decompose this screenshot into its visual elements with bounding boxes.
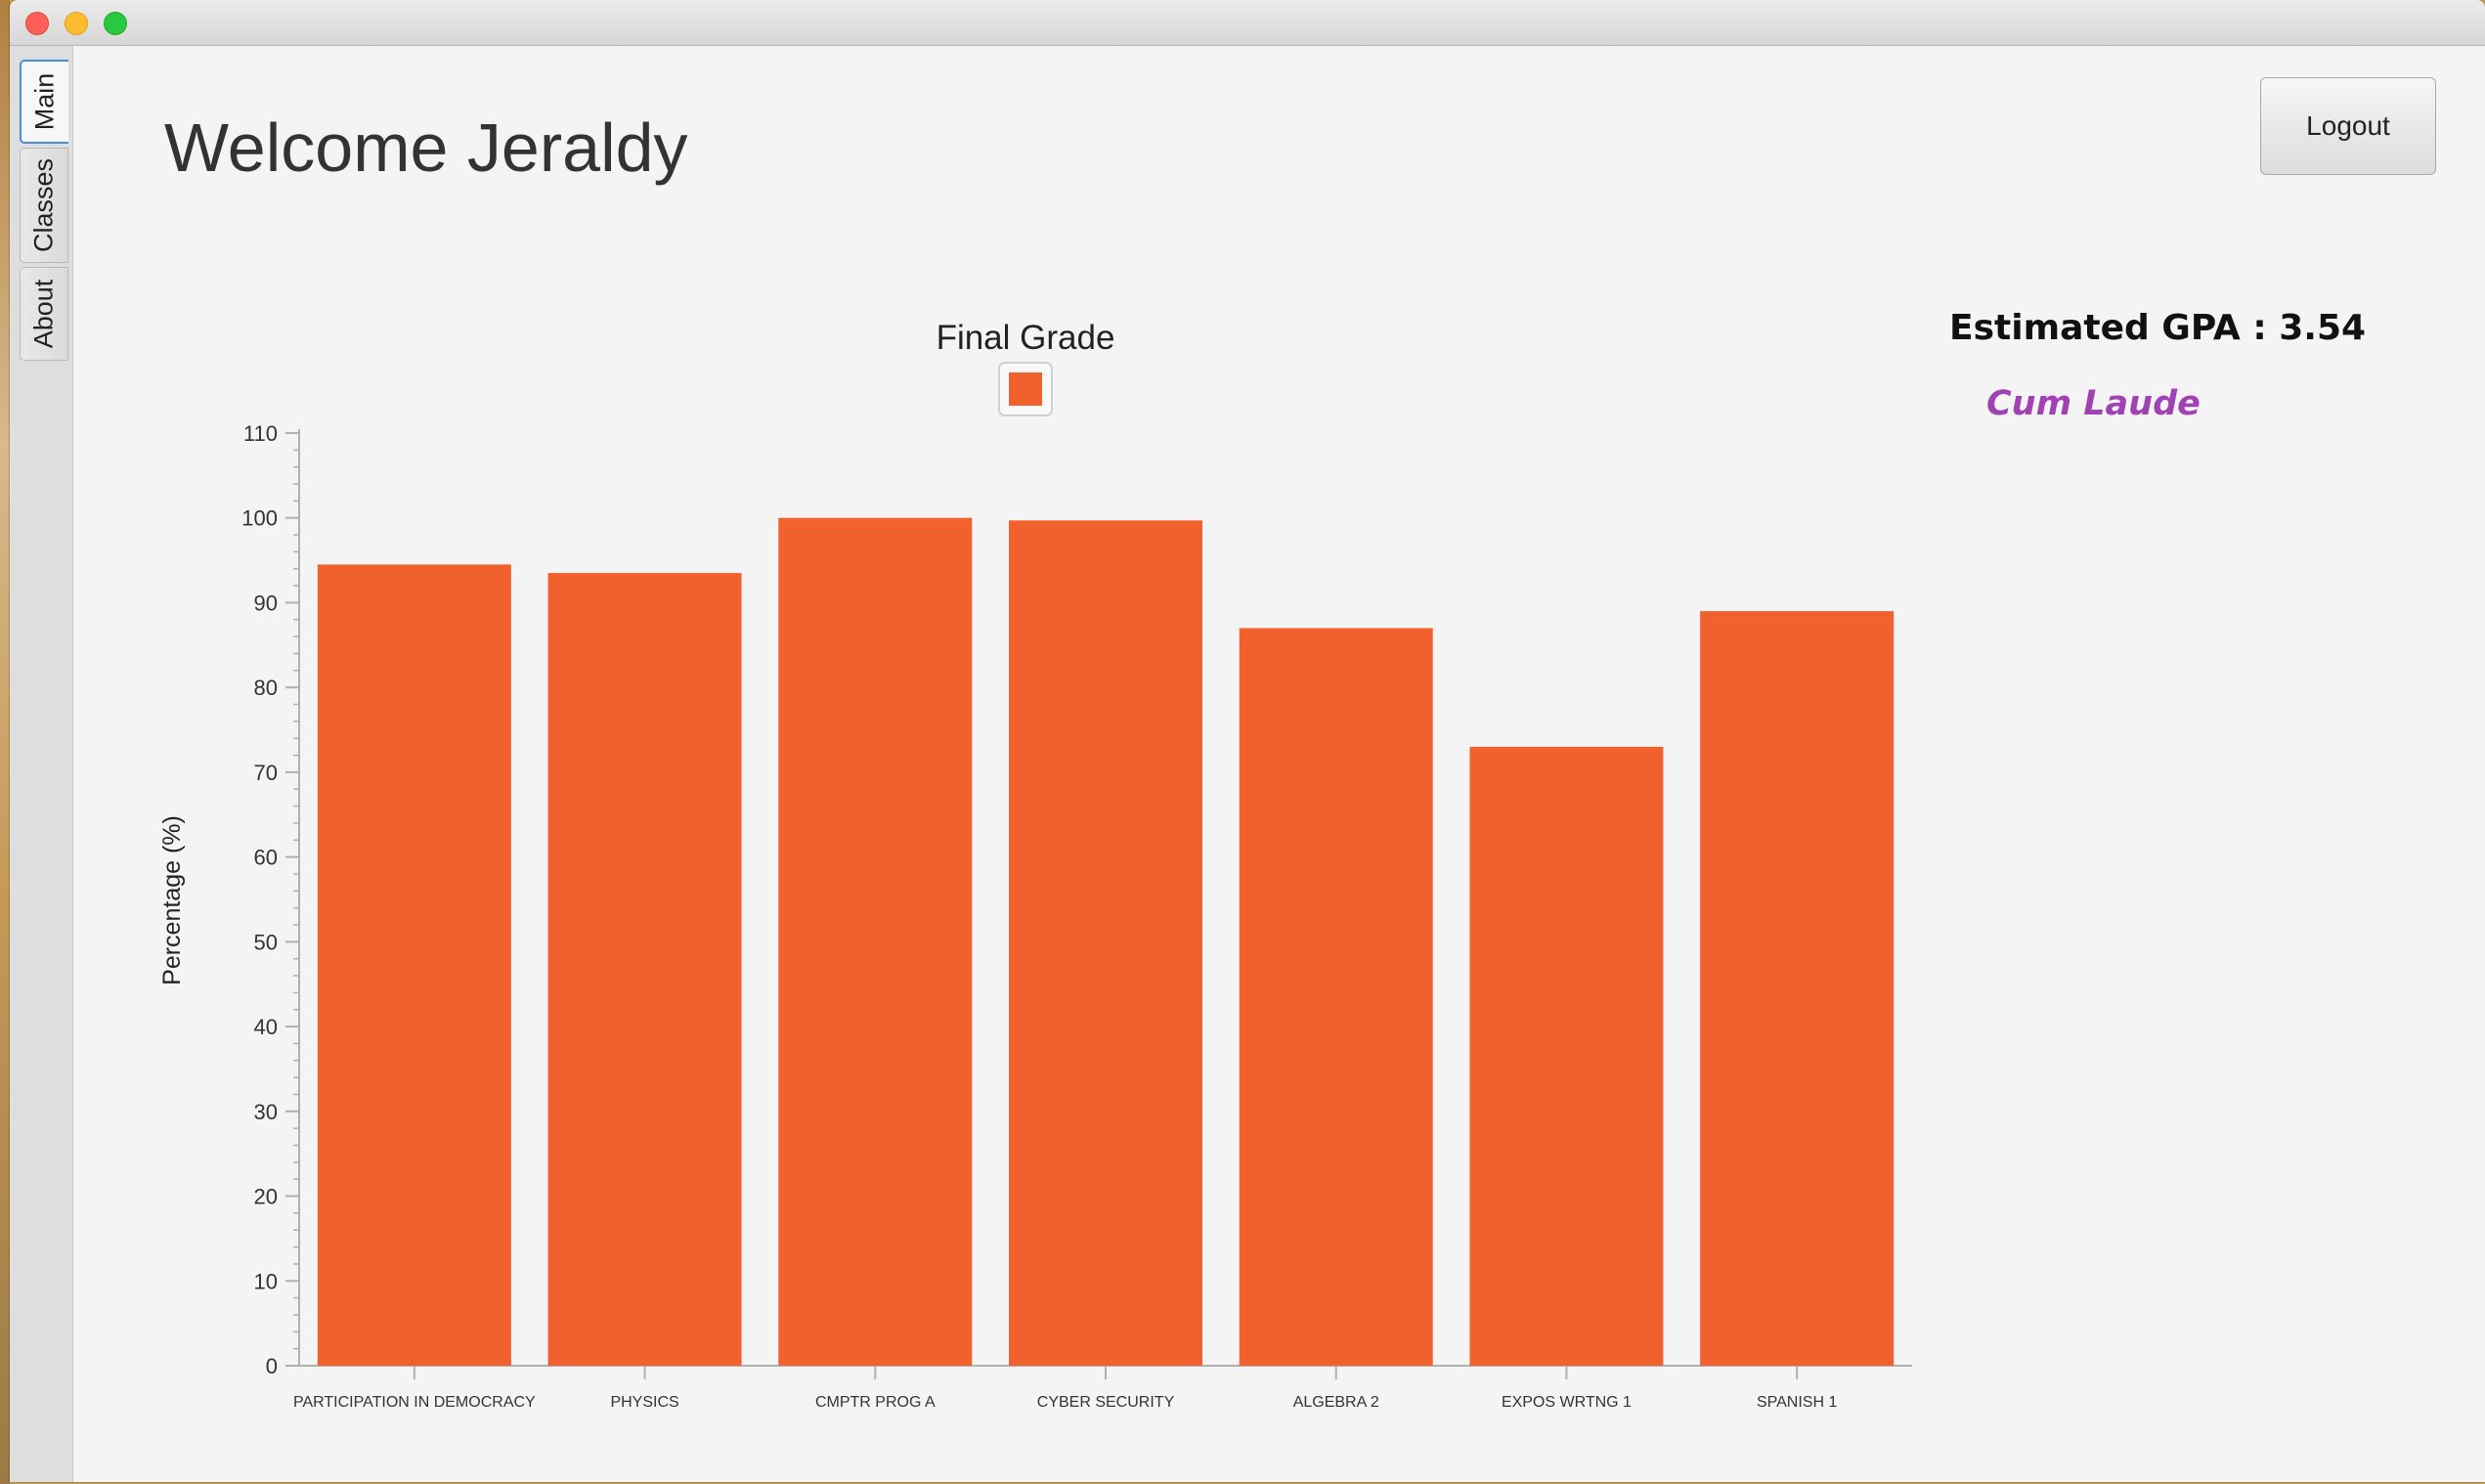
y-tick-label: 80	[254, 676, 278, 700]
y-axis: 0 10 20 30 40 50 60 70 80 90 100 110	[241, 421, 300, 1378]
y-tick-label: 20	[254, 1185, 278, 1209]
final-grade-chart: Final Grade Percentage (%) 0 10 20 30 40 50 60…	[158, 319, 1912, 1411]
main-content: Welcome Jeraldy Logout Estimated GPA : 3…	[74, 46, 2485, 1482]
y-tick-label: 110	[243, 421, 278, 446]
tab-classes-label: Classes	[28, 157, 59, 253]
x-tick-label: PHYSICS	[610, 1394, 678, 1411]
y-tick-label: 70	[254, 761, 278, 785]
y-tick-label: 50	[254, 930, 278, 954]
x-tick-label: CMPTR PROG A	[815, 1394, 936, 1411]
tab-classes[interactable]: Classes	[20, 148, 68, 263]
close-window-button[interactable]	[25, 12, 49, 35]
bar-algebra-2	[1239, 628, 1433, 1366]
bar-cyber-security	[1009, 520, 1202, 1366]
minimize-window-button[interactable]	[65, 12, 88, 35]
y-tick-label: 100	[241, 506, 278, 531]
y-tick-label: 30	[254, 1100, 278, 1124]
legend-swatch-final-grade	[1009, 372, 1042, 406]
tab-strip: Main Classes About	[10, 46, 73, 1482]
chart-title: Final Grade	[937, 319, 1115, 357]
bar-cmptr-prog-a	[778, 517, 973, 1366]
y-axis-label: Percentage (%)	[158, 815, 186, 985]
welcome-heading: Welcome Jeraldy	[164, 109, 688, 186]
bar-spanish-1	[1700, 611, 1895, 1366]
tab-main[interactable]: Main	[20, 60, 68, 144]
x-axis: PARTICIPATION IN DEMOCRACY PHYSICS CMPTR P…	[293, 1365, 1912, 1411]
logout-button[interactable]: Logout	[2260, 77, 2436, 175]
x-tick-label: CYBER SECURITY	[1037, 1394, 1175, 1411]
tab-about-label: About	[28, 279, 59, 349]
app-window: Main Classes About Welcome Jeraldy Logou…	[10, 0, 2485, 1482]
bar-physics	[547, 573, 742, 1366]
tab-about[interactable]: About	[20, 267, 68, 361]
y-tick-label: 90	[254, 590, 278, 615]
honor-status: Cum Laude	[1986, 384, 2201, 423]
maximize-window-button[interactable]	[104, 12, 127, 35]
tab-main-label: Main	[29, 72, 60, 131]
desktop-background	[0, 0, 10, 1484]
y-tick-label: 0	[266, 1354, 278, 1378]
bar-participation-in-democracy	[317, 564, 511, 1366]
x-tick-label: ALGEBRA 2	[1293, 1394, 1379, 1411]
x-tick-label: PARTICIPATION IN DEMOCRACY	[293, 1394, 536, 1411]
estimated-gpa: Estimated GPA : 3.54	[1949, 308, 2367, 348]
y-tick-label: 60	[254, 846, 278, 870]
bars	[317, 517, 1895, 1366]
x-tick-label: EXPOS WRTNG 1	[1502, 1394, 1632, 1411]
y-tick-label: 40	[254, 1015, 278, 1039]
x-tick-label: SPANISH 1	[1757, 1394, 1838, 1411]
bar-expos-wrtng-1	[1469, 746, 1664, 1366]
title-bar	[10, 0, 2485, 46]
y-tick-label: 10	[254, 1269, 278, 1293]
